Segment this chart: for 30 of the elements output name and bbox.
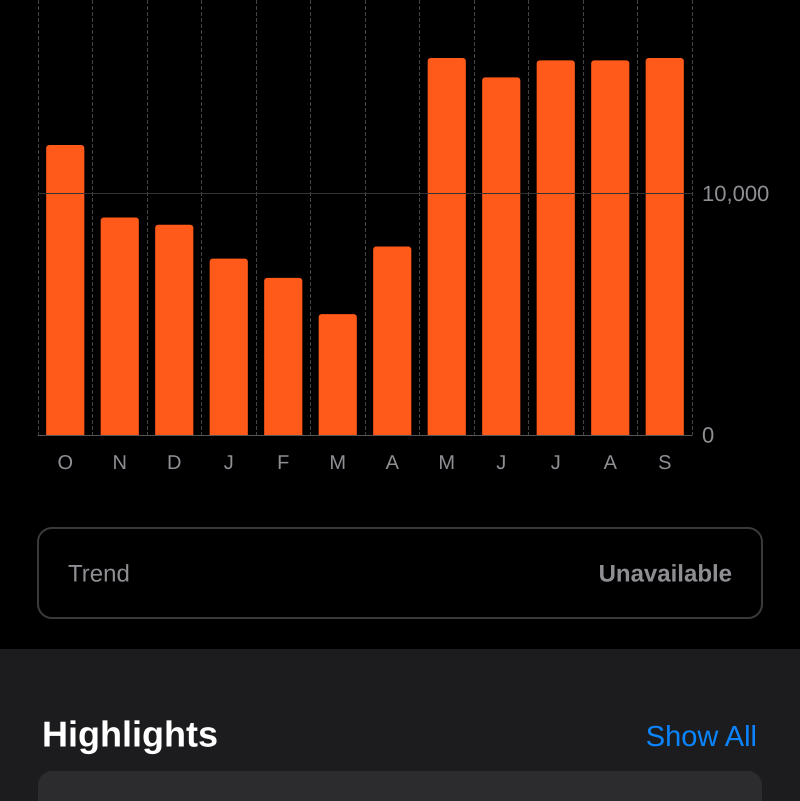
bar [264, 278, 302, 435]
bar [591, 60, 630, 435]
bar [482, 77, 520, 435]
text: Show All [646, 721, 757, 753]
text: Unavailable [598, 560, 732, 588]
bar [210, 258, 248, 435]
x-tick-label: J [224, 452, 234, 474]
bar [428, 58, 466, 435]
y-tick-label: 0 [702, 422, 714, 448]
bar [373, 246, 412, 435]
x-tick-label: N [112, 452, 127, 474]
x-tick-label: M [329, 452, 346, 474]
x-tick-label: J [496, 452, 506, 474]
bar [100, 218, 139, 435]
x-tick-label: M [438, 452, 456, 474]
y-tick-label: 10,000 [702, 180, 770, 206]
x-tick-label: O [57, 452, 74, 474]
x-tick-label: A [604, 452, 618, 474]
text: Highlights [42, 714, 218, 754]
x-tick-label: S [658, 452, 672, 474]
x-tick-label: D [167, 452, 182, 474]
x-tick-label: A [386, 452, 400, 474]
bar [46, 145, 84, 435]
bar [155, 224, 194, 435]
bar [536, 60, 575, 435]
x-tick-label: F [277, 452, 290, 474]
x-tick-label: J [550, 452, 561, 474]
text: Trend [68, 560, 130, 588]
bar [646, 58, 684, 435]
bar [318, 314, 357, 435]
